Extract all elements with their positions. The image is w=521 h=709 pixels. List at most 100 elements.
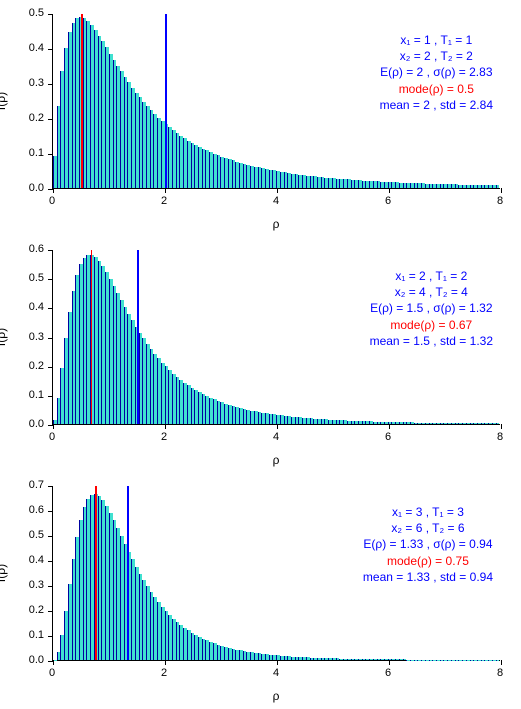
ytick-label: 0.0 bbox=[14, 182, 44, 194]
ytick-label: 0.7 bbox=[14, 479, 44, 491]
xtick-label: 2 bbox=[149, 667, 179, 679]
ytick-label: 0.5 bbox=[14, 7, 44, 19]
annotation-block: x₁ = 2 , T₁ = 2x₂ = 4 , T₂ = 4E(ρ) = 1.5… bbox=[370, 268, 493, 349]
xtick bbox=[53, 660, 54, 665]
ytick-label: 0.1 bbox=[14, 389, 44, 401]
ytick bbox=[48, 49, 53, 50]
xtick bbox=[165, 660, 166, 665]
panel-3: 024680.00.10.20.30.40.50.60.7ρf(ρ)x₁ = 3… bbox=[0, 478, 521, 703]
ytick bbox=[48, 367, 53, 368]
xtick bbox=[277, 660, 278, 665]
ytick bbox=[48, 586, 53, 587]
annot-l4: mode(ρ) = 0.75 bbox=[363, 553, 493, 569]
ytick-label: 0.3 bbox=[14, 77, 44, 89]
xlabel: ρ bbox=[52, 217, 500, 231]
ytick bbox=[48, 396, 53, 397]
mode-line bbox=[91, 250, 93, 424]
annot-l2: x₂ = 6 , T₂ = 6 bbox=[363, 520, 493, 536]
panel-1: 024680.00.10.20.30.40.5ρf(ρ)x₁ = 1 , T₁ … bbox=[0, 6, 521, 231]
xtick-label: 4 bbox=[261, 667, 291, 679]
annot-l4: mode(ρ) = 0.5 bbox=[380, 81, 493, 97]
mode-line bbox=[95, 486, 97, 660]
annotation-block: x₁ = 1 , T₁ = 1x₂ = 2 , T₂ = 2E(ρ) = 2 ,… bbox=[380, 32, 493, 113]
ytick-label: 0.0 bbox=[14, 654, 44, 666]
panel-2: 0 2 4 6 8 0.0 0.1 0.2 0.3 0.4 0.5 0.6 ρ f(ρ) x₁ = 2 , … bbox=[0, 242, 521, 467]
ytick bbox=[48, 189, 53, 190]
xtick-label: 6 bbox=[373, 431, 403, 443]
figure: 0 2 4 6 8 0.0 0.1 0.2 0.3 0.4 0.5 ρ f(ρ) x₁ = 1 , T₁ … bbox=[0, 0, 521, 709]
ytick bbox=[48, 14, 53, 15]
ytick-label: 0.1 bbox=[14, 629, 44, 641]
ytick bbox=[48, 511, 53, 512]
annotation-block: x₁ = 3 , T₁ = 3x₂ = 6 , T₂ = 6E(ρ) = 1.3… bbox=[363, 504, 493, 585]
xtick bbox=[53, 424, 54, 429]
xtick-label: 2 bbox=[149, 195, 179, 207]
ytick-label: 0.3 bbox=[14, 331, 44, 343]
xtick-label: 6 bbox=[373, 667, 403, 679]
bar bbox=[496, 185, 500, 188]
annot-l1: x₁ = 2 , T₁ = 2 bbox=[370, 268, 493, 284]
ylabel: f(ρ) bbox=[0, 91, 8, 109]
annot-l4: mode(ρ) = 0.67 bbox=[370, 317, 493, 333]
ytick bbox=[48, 84, 53, 85]
xtick-label: 2 bbox=[149, 431, 179, 443]
ytick bbox=[48, 119, 53, 120]
ytick-label: 0.2 bbox=[14, 604, 44, 616]
xtick-label: 8 bbox=[485, 667, 515, 679]
mean-line bbox=[137, 250, 139, 424]
ytick bbox=[48, 536, 53, 537]
xtick bbox=[277, 188, 278, 193]
annot-l3: E(ρ) = 2 , σ(ρ) = 2.83 bbox=[380, 64, 493, 80]
ytick-label: 0.3 bbox=[14, 579, 44, 591]
xtick-label: 0 bbox=[37, 667, 67, 679]
annot-l1: x₁ = 1 , T₁ = 1 bbox=[380, 32, 493, 48]
xtick-label: 0 bbox=[37, 195, 67, 207]
ytick bbox=[48, 636, 53, 637]
ytick-label: 0.2 bbox=[14, 112, 44, 124]
annot-l2: x₂ = 2 , T₂ = 2 bbox=[380, 48, 493, 64]
ytick-label: 0.4 bbox=[14, 301, 44, 313]
ytick-label: 0.0 bbox=[14, 418, 44, 430]
xtick-label: 4 bbox=[261, 431, 291, 443]
annot-l2: x₂ = 4 , T₂ = 4 bbox=[370, 284, 493, 300]
mean-line bbox=[165, 14, 167, 188]
xtick bbox=[389, 188, 390, 193]
ytick bbox=[48, 661, 53, 662]
xlabel: ρ bbox=[52, 453, 500, 467]
annot-l5: mean = 1.33 , std = 0.94 bbox=[363, 569, 493, 585]
annot-l3: E(ρ) = 1.5 , σ(ρ) = 1.32 bbox=[370, 300, 493, 316]
xtick bbox=[277, 424, 278, 429]
ytick bbox=[48, 308, 53, 309]
annot-l5: mean = 2 , std = 2.84 bbox=[380, 97, 493, 113]
ytick-label: 0.5 bbox=[14, 272, 44, 284]
ytick-label: 0.6 bbox=[14, 243, 44, 255]
xtick-label: 8 bbox=[485, 431, 515, 443]
ytick bbox=[48, 250, 53, 251]
ytick-label: 0.2 bbox=[14, 360, 44, 372]
ytick bbox=[48, 338, 53, 339]
xlabel: ρ bbox=[52, 689, 500, 703]
xtick-label: 0 bbox=[37, 431, 67, 443]
ytick-label: 0.4 bbox=[14, 554, 44, 566]
ytick-label: 0.6 bbox=[14, 504, 44, 516]
ytick bbox=[48, 425, 53, 426]
annot-l1: x₁ = 3 , T₁ = 3 bbox=[363, 504, 493, 520]
xtick bbox=[389, 424, 390, 429]
xtick-label: 8 bbox=[485, 195, 515, 207]
xtick bbox=[389, 660, 390, 665]
xtick bbox=[501, 424, 502, 429]
ylabel: f(ρ) bbox=[0, 327, 8, 345]
annot-l5: mean = 1.5 , std = 1.32 bbox=[370, 333, 493, 349]
xtick bbox=[165, 424, 166, 429]
bar bbox=[496, 423, 500, 424]
xtick bbox=[501, 188, 502, 193]
ytick-label: 0.4 bbox=[14, 42, 44, 54]
xtick bbox=[165, 188, 166, 193]
xtick bbox=[53, 188, 54, 193]
annot-l3: E(ρ) = 1.33 , σ(ρ) = 0.94 bbox=[363, 536, 493, 552]
mean-line bbox=[127, 486, 129, 660]
xtick-label: 6 bbox=[373, 195, 403, 207]
ytick-label: 0.5 bbox=[14, 529, 44, 541]
ytick bbox=[48, 154, 53, 155]
xtick bbox=[501, 660, 502, 665]
